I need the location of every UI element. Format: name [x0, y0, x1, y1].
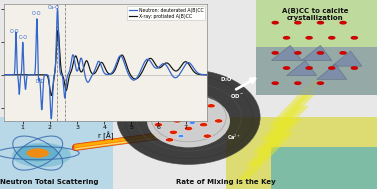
Circle shape: [162, 96, 170, 100]
X-ray: protiated A(B)CC: (6.86, 0.582): protiated A(B)CC: (6.86, 0.582): [179, 64, 184, 66]
Neutron: deuterated A(B)CC: (2.28, 3.98): deuterated A(B)CC: (2.28, 3.98): [55, 8, 60, 10]
Text: Ca-O: Ca-O: [48, 5, 60, 10]
X-ray: protiated A(B)CC: (7.66, 0.00097): protiated A(B)CC: (7.66, 0.00097): [201, 74, 206, 76]
Polygon shape: [317, 64, 347, 79]
Circle shape: [203, 134, 211, 138]
Circle shape: [173, 119, 181, 123]
Circle shape: [201, 112, 207, 115]
Polygon shape: [253, 106, 309, 153]
FancyBboxPatch shape: [271, 147, 377, 189]
Circle shape: [317, 51, 324, 55]
Text: Neutron Total Scattering: Neutron Total Scattering: [0, 179, 98, 185]
FancyBboxPatch shape: [256, 0, 377, 94]
Polygon shape: [287, 60, 317, 76]
Circle shape: [328, 66, 336, 70]
Circle shape: [184, 96, 193, 100]
Text: D$_2$O: D$_2$O: [220, 75, 233, 84]
Circle shape: [154, 123, 162, 127]
Circle shape: [283, 36, 290, 40]
Ellipse shape: [117, 70, 260, 164]
Neutron: deuterated A(B)CC: (0.35, 4.29e-72): deuterated A(B)CC: (0.35, 4.29e-72): [3, 74, 8, 76]
FancyBboxPatch shape: [256, 47, 377, 94]
Text: C-O: C-O: [19, 35, 28, 40]
Circle shape: [339, 51, 347, 55]
Circle shape: [189, 121, 195, 124]
Circle shape: [162, 111, 170, 115]
Polygon shape: [271, 45, 302, 60]
Circle shape: [294, 51, 302, 55]
Circle shape: [178, 135, 184, 138]
Text: O-O: O-O: [32, 11, 41, 16]
Neutron: deuterated A(B)CC: (3.53, -0.0863): deuterated A(B)CC: (3.53, -0.0863): [89, 75, 94, 77]
X-ray: protiated A(B)CC: (0.35, -6.23e-175): protiated A(B)CC: (0.35, -6.23e-175): [3, 74, 8, 76]
Ellipse shape: [17, 145, 58, 162]
Circle shape: [169, 130, 178, 134]
X-ray: protiated A(B)CC: (3.53, 0.11): protiated A(B)CC: (3.53, 0.11): [89, 72, 94, 74]
Neutron: deuterated A(B)CC: (7.66, 0.0059): deuterated A(B)CC: (7.66, 0.0059): [201, 74, 206, 76]
X-ray: protiated A(B)CC: (2.3, 2.7): protiated A(B)CC: (2.3, 2.7): [56, 29, 60, 31]
Circle shape: [283, 66, 290, 70]
Circle shape: [159, 116, 165, 119]
Circle shape: [271, 81, 279, 85]
Circle shape: [305, 66, 313, 70]
Text: OD$^-$: OD$^-$: [230, 92, 245, 100]
Circle shape: [317, 21, 324, 25]
Text: O-O: O-O: [10, 29, 19, 34]
Circle shape: [271, 21, 279, 25]
Circle shape: [207, 104, 215, 108]
Text: Rate of Mixing is the Key: Rate of Mixing is the Key: [176, 179, 276, 185]
Circle shape: [196, 108, 204, 112]
Circle shape: [271, 51, 279, 55]
Neutron: deuterated A(B)CC: (7.8, 0.000376): deuterated A(B)CC: (7.8, 0.000376): [205, 74, 210, 76]
Polygon shape: [332, 51, 362, 66]
Ellipse shape: [26, 148, 49, 158]
X-axis label: r [Å]: r [Å]: [98, 132, 113, 140]
Neutron: deuterated A(B)CC: (2.05, -2.67): deuterated A(B)CC: (2.05, -2.67): [49, 118, 54, 120]
Legend: Neutron: deuterated A(B)CC, X-ray: protiated A(B)CC: Neutron: deuterated A(B)CC, X-ray: proti…: [127, 6, 205, 20]
Ellipse shape: [12, 143, 71, 167]
Polygon shape: [268, 79, 324, 127]
Circle shape: [170, 108, 176, 111]
Circle shape: [328, 36, 336, 40]
X-ray: protiated A(B)CC: (1.2, -3.05e-44): protiated A(B)CC: (1.2, -3.05e-44): [26, 74, 31, 76]
Circle shape: [294, 21, 302, 25]
Circle shape: [184, 126, 193, 131]
Circle shape: [351, 66, 358, 70]
X-ray: protiated A(B)CC: (1.64, -1.13e-10): protiated A(B)CC: (1.64, -1.13e-10): [38, 74, 43, 76]
Polygon shape: [245, 119, 302, 166]
Line: X-ray: protiated A(B)CC: X-ray: protiated A(B)CC: [5, 30, 207, 96]
X-ray: protiated A(B)CC: (7.8, 3.99e-05): protiated A(B)CC: (7.8, 3.99e-05): [205, 74, 210, 76]
Circle shape: [294, 81, 302, 85]
Circle shape: [305, 36, 313, 40]
FancyBboxPatch shape: [226, 117, 377, 189]
Circle shape: [177, 104, 185, 108]
X-ray: protiated A(B)CC: (3.21, 0.279): protiated A(B)CC: (3.21, 0.279): [81, 69, 85, 71]
Neutron: deuterated A(B)CC: (1.2, -0.000316): deuterated A(B)CC: (1.2, -0.000316): [26, 74, 31, 76]
Circle shape: [215, 119, 223, 123]
Circle shape: [351, 36, 358, 40]
Circle shape: [166, 138, 174, 142]
Text: Na$^+$: Na$^+$: [121, 84, 135, 93]
Ellipse shape: [147, 94, 230, 147]
Circle shape: [339, 21, 347, 25]
Text: CO$_3^{2-}$: CO$_3^{2-}$: [139, 95, 155, 106]
Circle shape: [199, 123, 208, 127]
Text: D-D: D-D: [36, 79, 45, 84]
Polygon shape: [302, 45, 332, 60]
Neutron: deuterated A(B)CC: (3.21, 0.658): deuterated A(B)CC: (3.21, 0.658): [81, 63, 85, 65]
Polygon shape: [260, 93, 317, 140]
Polygon shape: [238, 132, 294, 180]
Text: A(B)CC to calcite
crystallization: A(B)CC to calcite crystallization: [282, 8, 348, 21]
FancyBboxPatch shape: [0, 117, 113, 189]
Circle shape: [317, 81, 324, 85]
X-ray: protiated A(B)CC: (2.05, -1.26): protiated A(B)CC: (2.05, -1.26): [49, 94, 54, 97]
Line: Neutron: deuterated A(B)CC: Neutron: deuterated A(B)CC: [5, 9, 207, 119]
Text: Ca$^{2+}$: Ca$^{2+}$: [227, 133, 241, 142]
Circle shape: [192, 115, 200, 119]
Neutron: deuterated A(B)CC: (1.64, -0.537): deuterated A(B)CC: (1.64, -0.537): [38, 82, 43, 85]
Neutron: deuterated A(B)CC: (6.86, 0.24): deuterated A(B)CC: (6.86, 0.24): [179, 70, 184, 72]
